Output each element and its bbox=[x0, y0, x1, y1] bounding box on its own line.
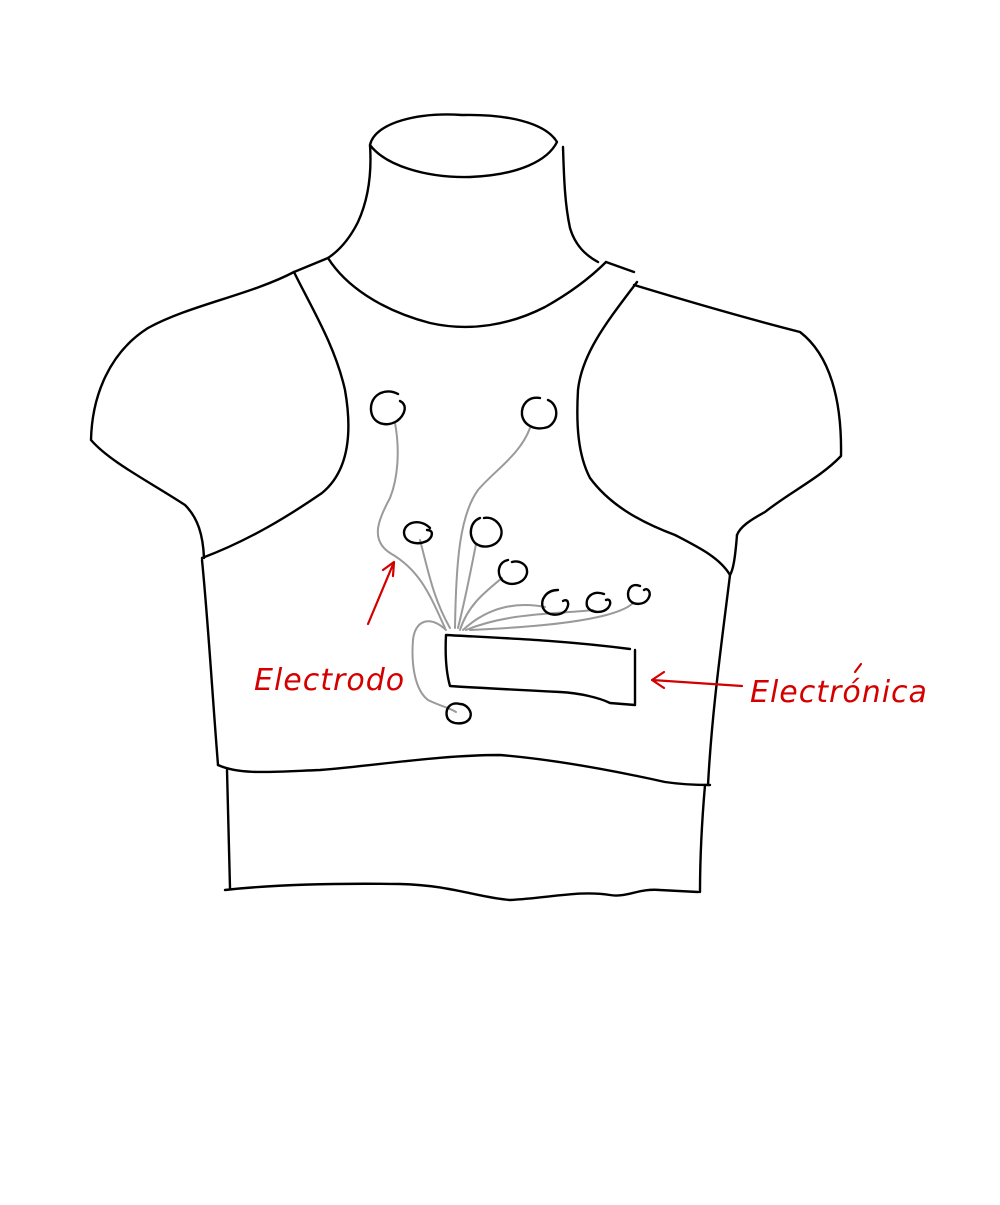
right-side bbox=[706, 533, 739, 787]
left-side bbox=[200, 558, 220, 767]
electronics-arrow bbox=[650, 670, 744, 690]
electrodes bbox=[369, 390, 651, 725]
electrode-7 bbox=[585, 591, 612, 614]
electrode-6 bbox=[541, 588, 570, 616]
accent-mark bbox=[853, 662, 863, 674]
electronics-box-outline bbox=[444, 633, 637, 707]
neckline bbox=[326, 256, 608, 329]
wire-6 bbox=[462, 604, 546, 631]
right-strap bbox=[604, 260, 636, 274]
band-right-side bbox=[698, 783, 707, 894]
wire-1 bbox=[376, 422, 446, 629]
electrode-wires bbox=[376, 422, 633, 713]
band-left-side bbox=[225, 768, 232, 890]
band-bottom bbox=[223, 882, 700, 902]
electrode-1 bbox=[369, 390, 406, 426]
neck-left-side bbox=[326, 143, 372, 260]
electronics-box bbox=[444, 633, 637, 707]
left-strap bbox=[292, 256, 330, 274]
neck-right-side bbox=[561, 145, 600, 264]
electrode-3 bbox=[402, 521, 434, 545]
electrode-arrow bbox=[366, 560, 396, 626]
wire-7 bbox=[465, 609, 594, 631]
left-armhole bbox=[200, 270, 350, 560]
annotations: Electrodo Electrónica bbox=[254, 560, 928, 710]
electrode-2 bbox=[520, 396, 558, 430]
band-top bbox=[216, 753, 712, 787]
wire-8 bbox=[469, 603, 633, 631]
wire-9 bbox=[411, 620, 457, 713]
left-shoulder bbox=[89, 270, 296, 560]
electrode-8 bbox=[626, 583, 651, 606]
electrode-4 bbox=[469, 516, 503, 548]
wire-3 bbox=[419, 539, 451, 629]
electrode-9 bbox=[445, 702, 472, 725]
wire-2 bbox=[454, 427, 531, 629]
electrode-label: Electrodo bbox=[254, 663, 405, 698]
electronics-label: Electrónica bbox=[750, 675, 928, 710]
wire-4 bbox=[457, 543, 477, 629]
right-shoulder bbox=[632, 283, 843, 537]
torso-outline bbox=[89, 113, 843, 902]
neck-top bbox=[368, 113, 559, 179]
wire-5 bbox=[459, 577, 503, 631]
right-armhole bbox=[576, 280, 732, 577]
electrode-5 bbox=[497, 558, 529, 585]
